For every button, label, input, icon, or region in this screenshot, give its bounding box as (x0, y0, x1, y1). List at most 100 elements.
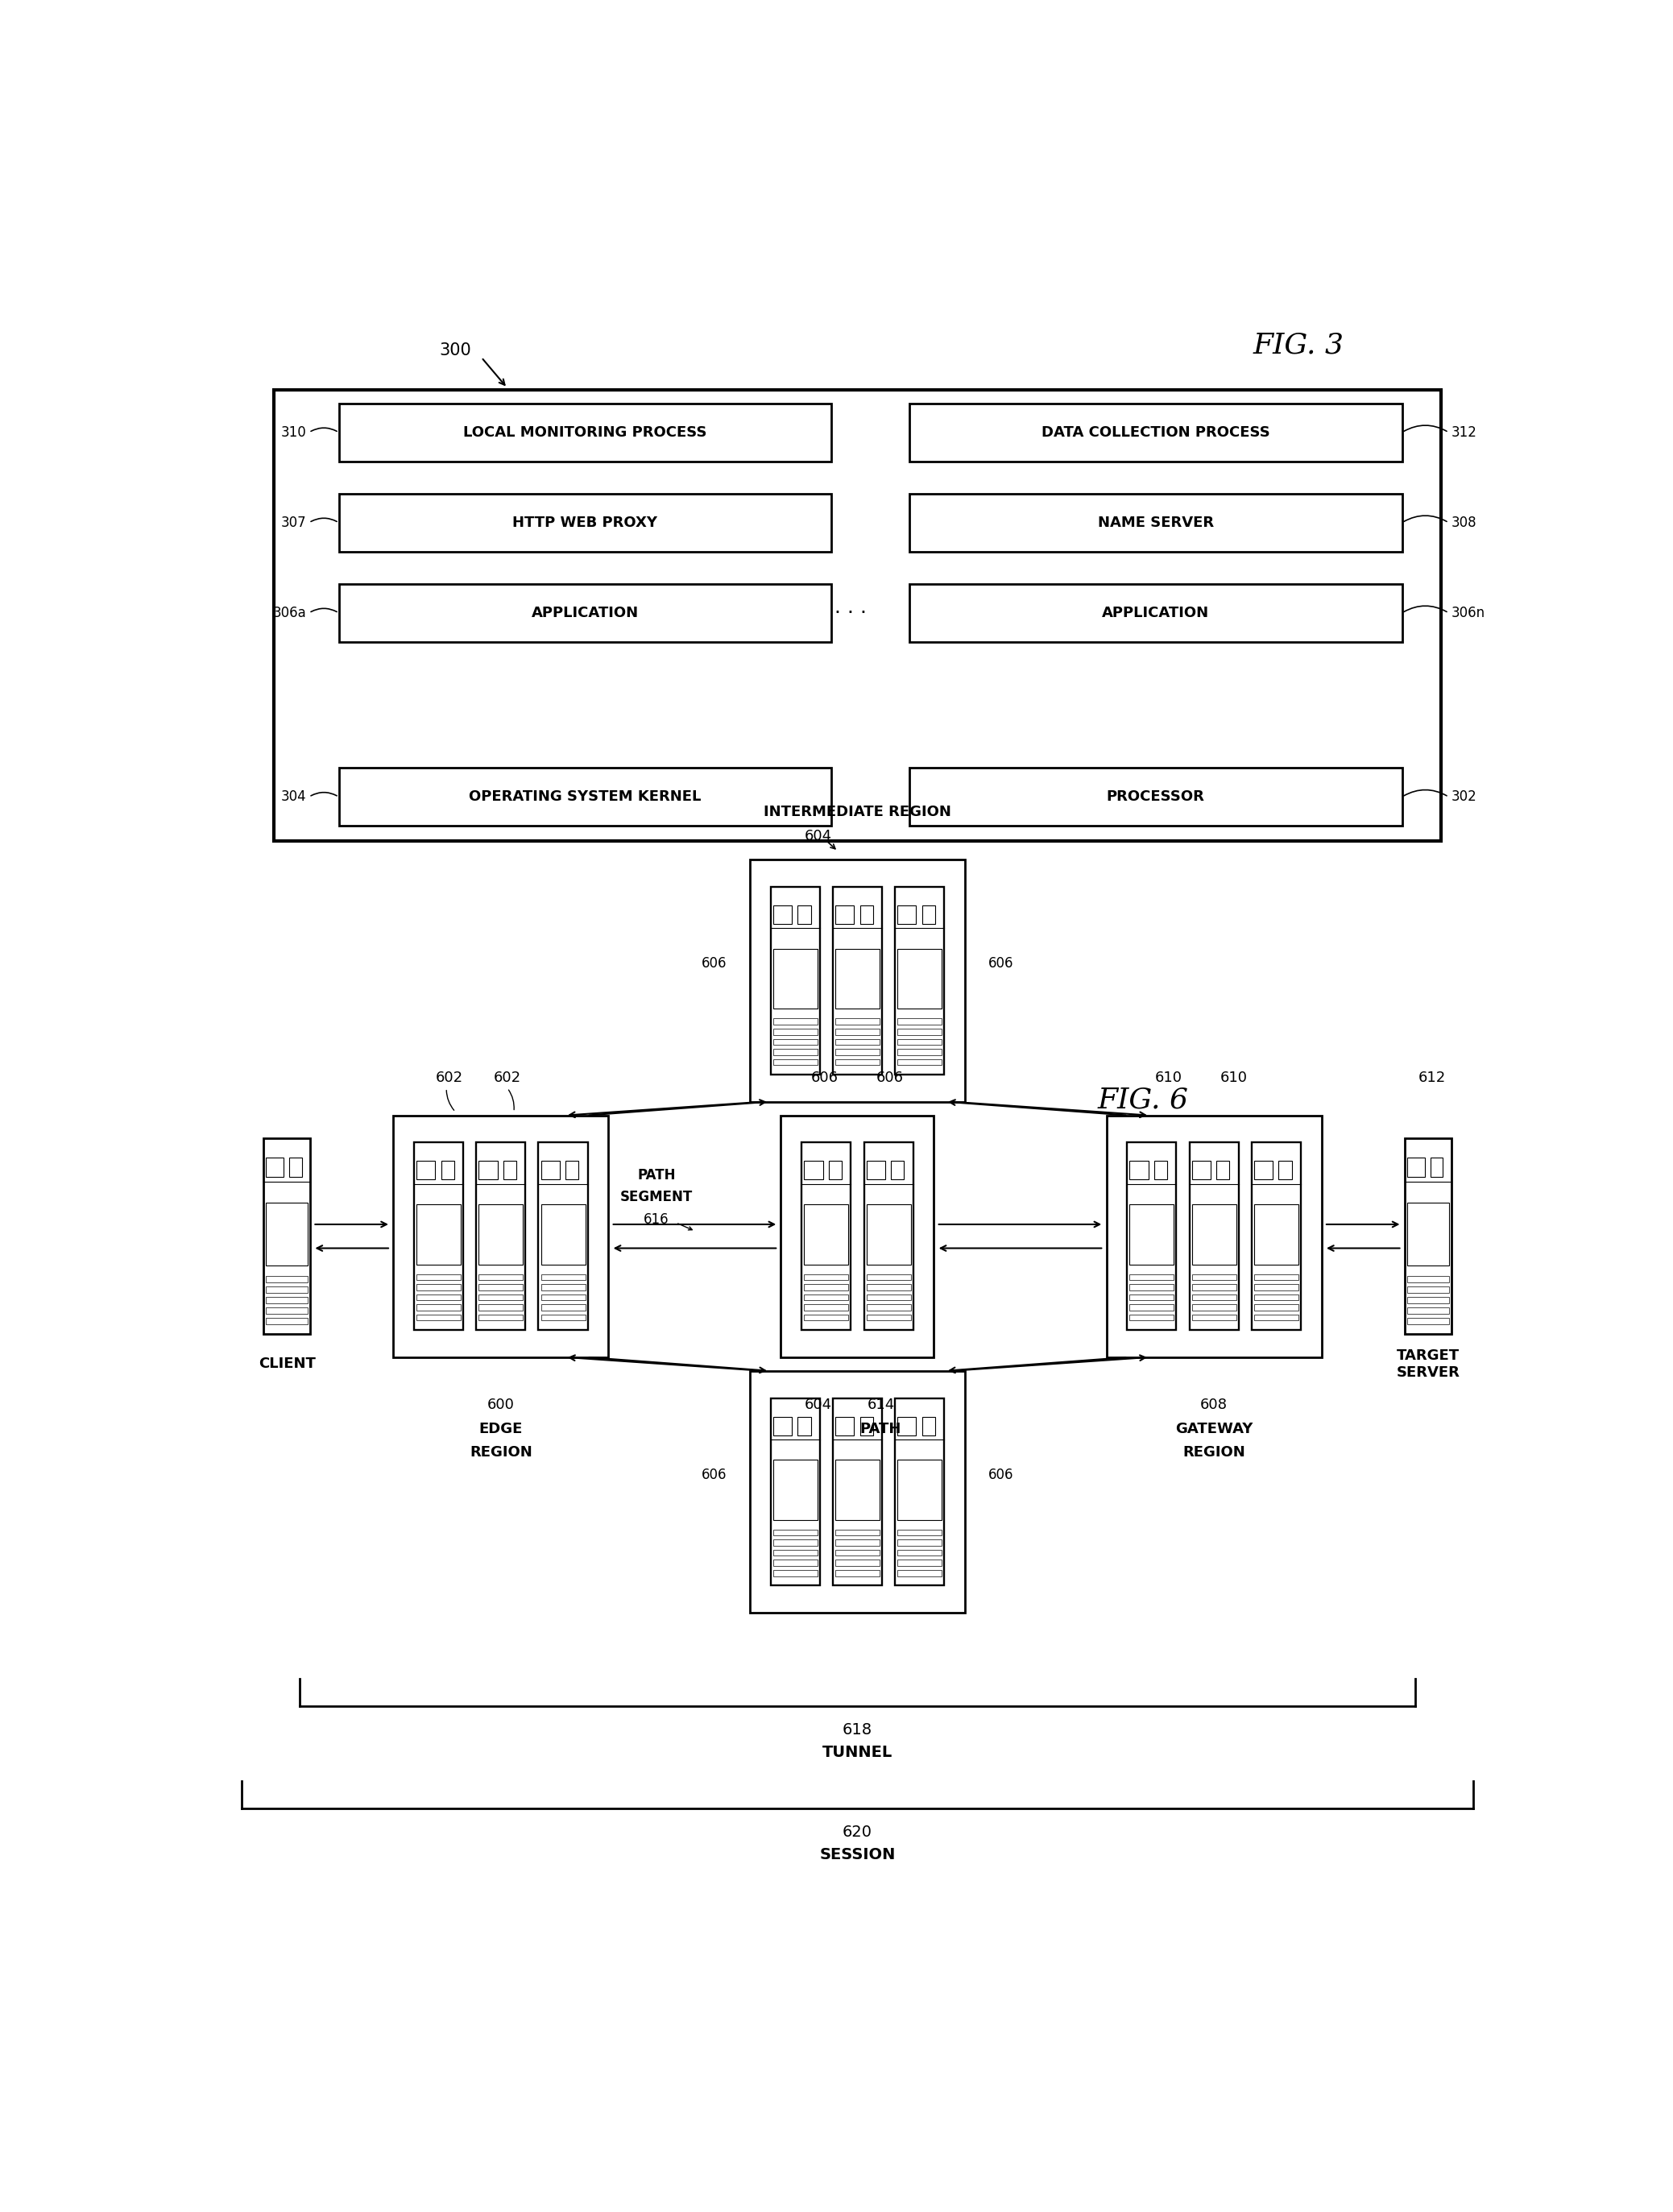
Bar (417, 1285, 460, 1290)
Bar (805, 1206, 848, 1265)
Text: REGION: REGION (470, 1444, 532, 1460)
Bar (867, 1305, 910, 1310)
Bar (417, 1206, 460, 1265)
Bar (910, 584, 1402, 641)
Text: PATH: PATH (637, 1168, 676, 1181)
Text: SEGMENT: SEGMENT (621, 1190, 693, 1203)
Bar (771, 1398, 820, 1586)
Bar (773, 1551, 818, 1555)
Bar (805, 1305, 848, 1310)
Bar (773, 1528, 818, 1535)
Bar (773, 1040, 818, 1044)
Bar (417, 1305, 460, 1310)
Bar (773, 1018, 818, 1024)
Bar (274, 389, 1440, 841)
Bar (1407, 1296, 1449, 1303)
Text: 610: 610 (1154, 1071, 1183, 1086)
Bar (897, 949, 942, 1009)
Bar (540, 1274, 586, 1281)
Bar (1191, 1314, 1236, 1321)
Bar (1255, 1294, 1298, 1301)
Bar (897, 1528, 942, 1535)
Bar (478, 1206, 524, 1265)
Bar (773, 1416, 791, 1436)
Bar (1154, 1161, 1168, 1179)
Bar (897, 1460, 942, 1520)
Bar (922, 1416, 935, 1436)
Bar (835, 905, 853, 925)
Bar (892, 1161, 903, 1179)
Bar (540, 1285, 586, 1290)
Bar (540, 1305, 586, 1310)
Bar (1191, 1274, 1236, 1281)
Text: APPLICATION: APPLICATION (1103, 606, 1210, 619)
Text: REGION: REGION (1183, 1444, 1245, 1460)
Bar (540, 1161, 560, 1179)
Bar (289, 1157, 301, 1177)
Text: TUNNEL: TUNNEL (821, 1745, 893, 1761)
Text: 602: 602 (494, 1071, 520, 1086)
Text: 306a: 306a (273, 606, 306, 619)
Bar (773, 949, 818, 1009)
Bar (1129, 1294, 1174, 1301)
Bar (835, 1029, 880, 1035)
Text: 604: 604 (805, 1398, 831, 1411)
Text: 306n: 306n (1450, 606, 1486, 619)
Bar (266, 1307, 308, 1314)
Bar (895, 887, 944, 1075)
Bar (897, 1571, 942, 1577)
Bar (266, 1157, 284, 1177)
Bar (338, 403, 831, 462)
Bar (773, 1540, 818, 1546)
Bar (1191, 1305, 1236, 1310)
Text: 600: 600 (487, 1398, 515, 1411)
Bar (264, 1139, 310, 1334)
Bar (750, 860, 965, 1102)
Text: PROCESSOR: PROCESSOR (1106, 790, 1205, 805)
Text: 308: 308 (1450, 515, 1477, 531)
Text: 606: 606 (811, 1071, 838, 1086)
Bar (1407, 1287, 1449, 1292)
Bar (801, 1144, 852, 1329)
Bar (773, 1029, 818, 1035)
Text: DATA COLLECTION PROCESS: DATA COLLECTION PROCESS (1041, 425, 1270, 440)
Bar (805, 1285, 848, 1290)
Bar (867, 1274, 910, 1281)
Bar (835, 1540, 880, 1546)
Bar (835, 1018, 880, 1024)
Bar (1191, 1206, 1236, 1265)
Bar (1405, 1139, 1450, 1334)
Text: CLIENT: CLIENT (258, 1356, 316, 1371)
Bar (1191, 1294, 1236, 1301)
Bar (781, 1115, 934, 1358)
Bar (897, 1540, 942, 1546)
Bar (1128, 1144, 1176, 1329)
Text: GATEWAY: GATEWAY (1174, 1422, 1253, 1436)
Bar (897, 1551, 942, 1555)
Bar (897, 1029, 942, 1035)
Bar (413, 1144, 463, 1329)
Bar (897, 1559, 942, 1566)
Bar (417, 1314, 460, 1321)
Bar (1255, 1305, 1298, 1310)
Bar (835, 1040, 880, 1044)
Bar (1129, 1161, 1148, 1179)
Text: TARGET
SERVER: TARGET SERVER (1397, 1349, 1459, 1380)
Text: 606: 606 (877, 1071, 903, 1086)
Bar (565, 1161, 579, 1179)
Bar (1251, 1144, 1302, 1329)
Text: 620: 620 (843, 1825, 872, 1840)
Bar (1129, 1285, 1174, 1290)
Text: 612: 612 (1419, 1071, 1445, 1086)
Text: 614: 614 (867, 1398, 895, 1411)
Bar (805, 1314, 848, 1321)
Bar (478, 1314, 524, 1321)
Text: 604: 604 (805, 830, 831, 843)
Bar (442, 1161, 453, 1179)
Bar (266, 1203, 308, 1265)
Bar (1106, 1115, 1322, 1358)
Text: 302: 302 (1450, 790, 1477, 805)
Bar (539, 1144, 587, 1329)
Bar (835, 1048, 880, 1055)
Text: INTERMEDIATE REGION: INTERMEDIATE REGION (763, 805, 952, 818)
